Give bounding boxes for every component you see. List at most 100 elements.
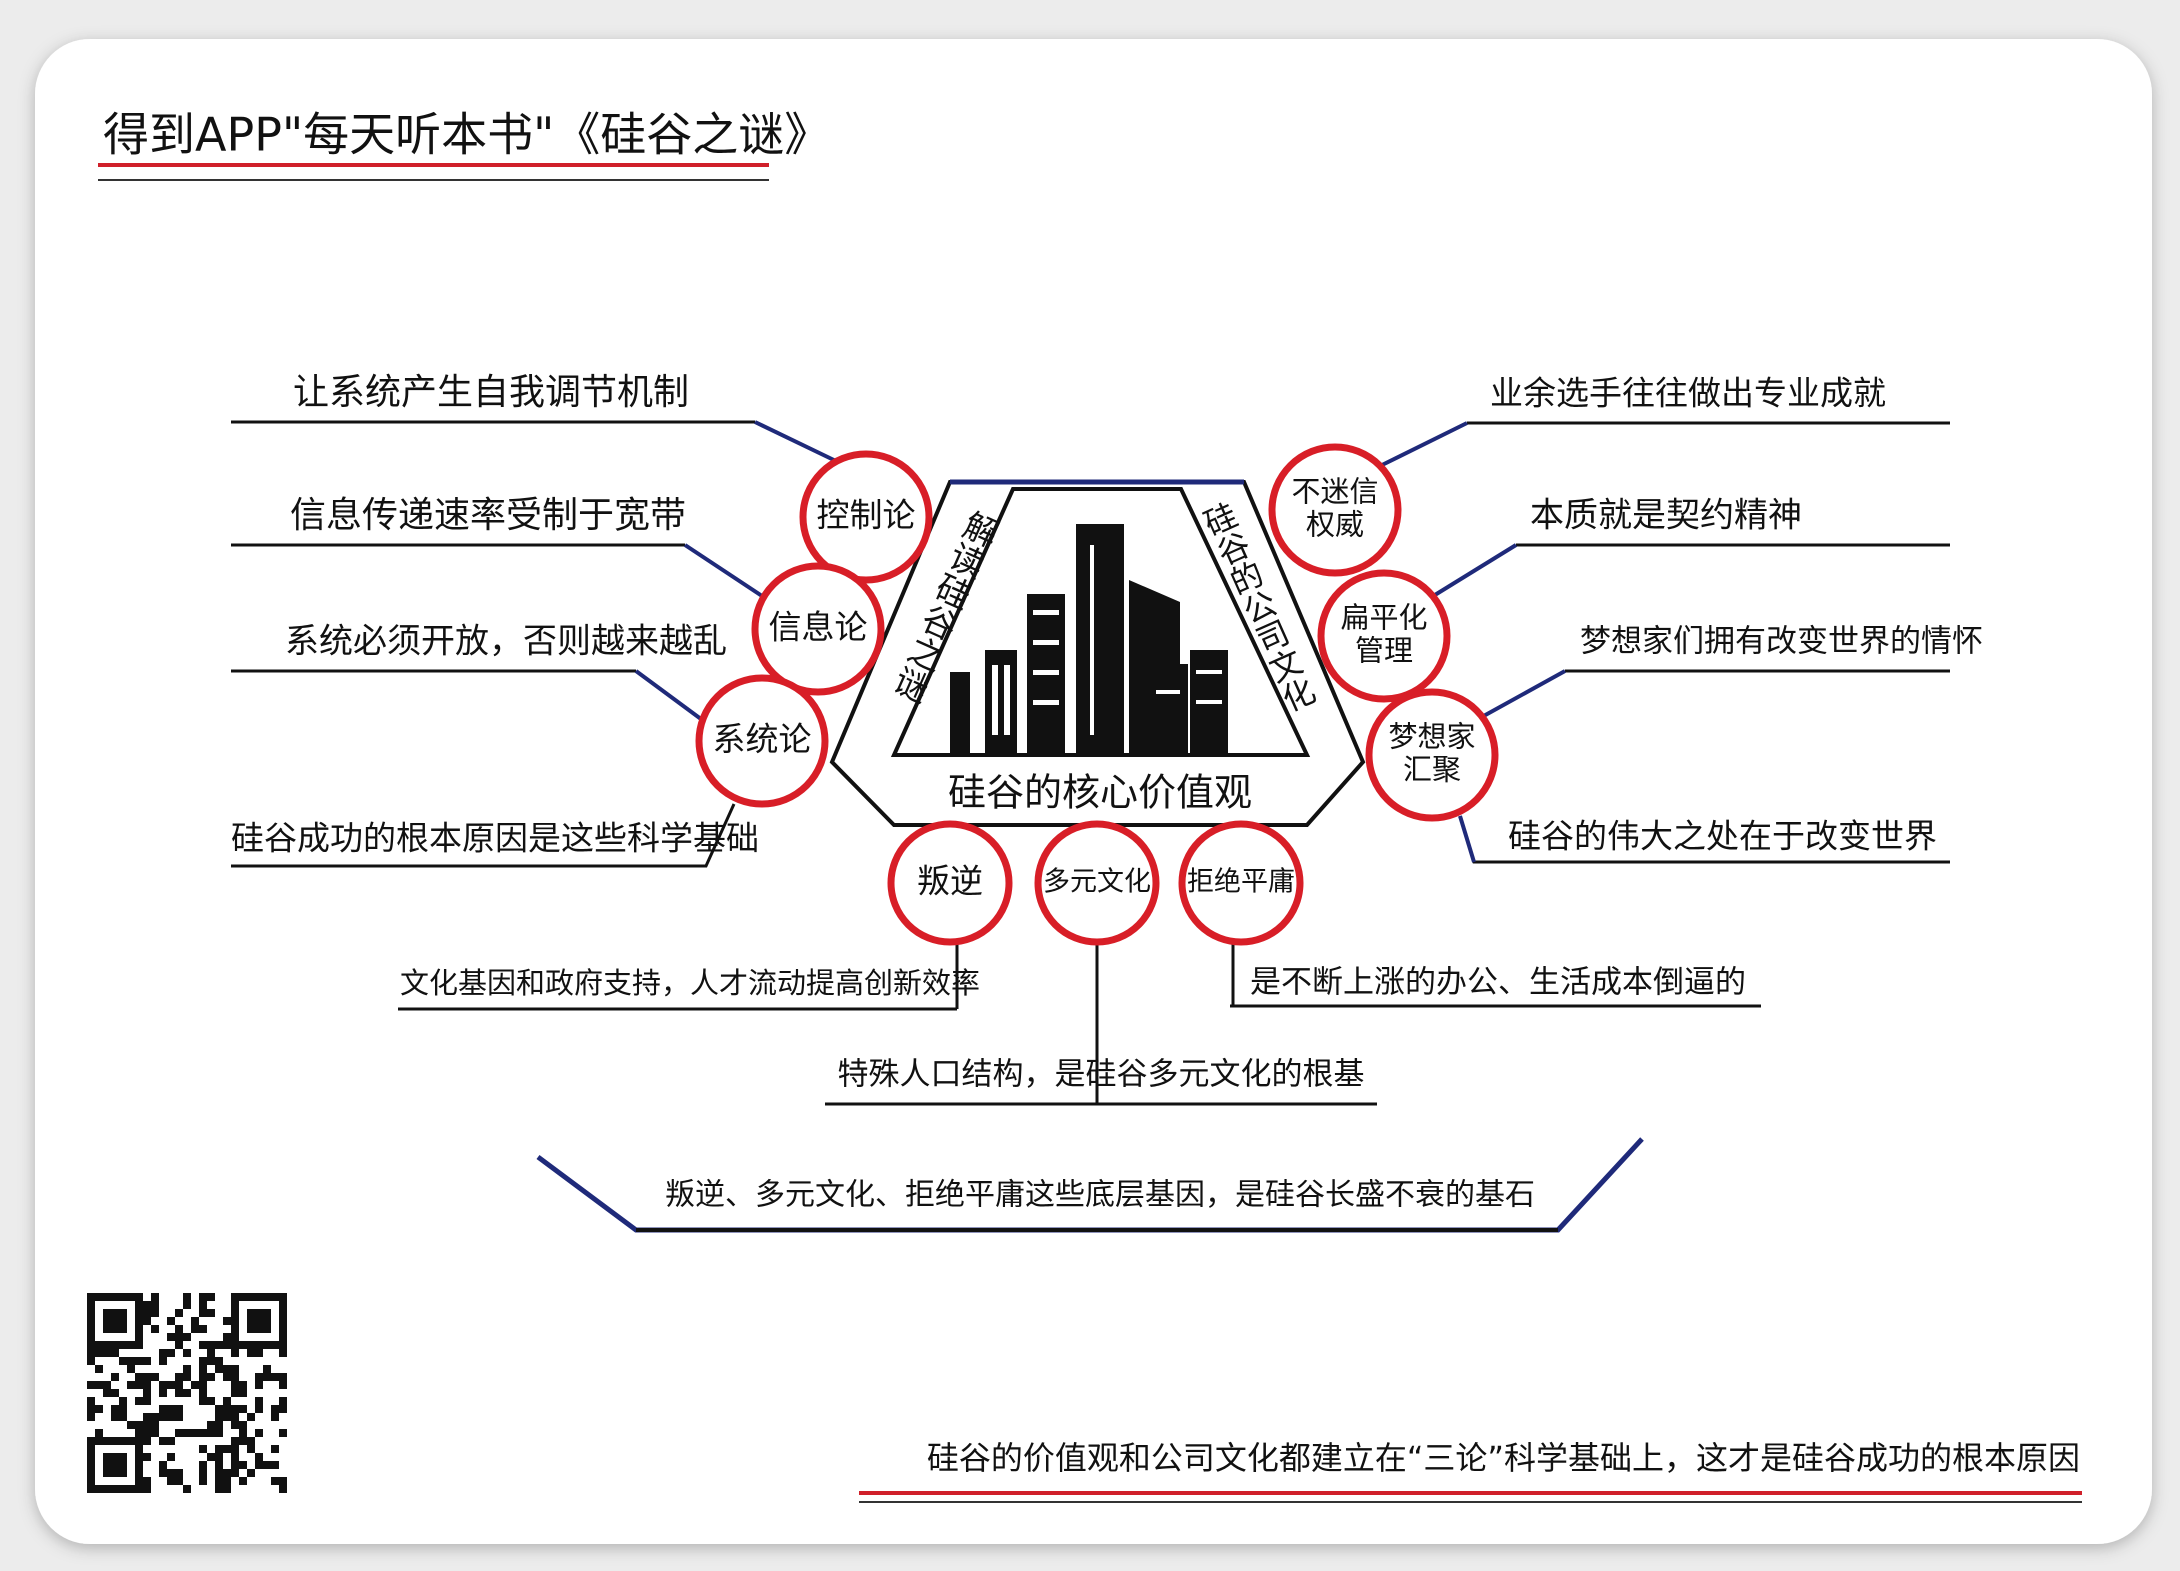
qr-module <box>119 1357 127 1365</box>
branch-note: 文化基因和政府支持，人才流动提高创新效率 <box>400 966 980 1000</box>
qr-module <box>231 1365 239 1373</box>
qr-module <box>207 1397 215 1405</box>
window <box>1033 610 1059 615</box>
qr-module <box>247 1317 255 1325</box>
qr-module <box>111 1317 119 1325</box>
qr-module <box>111 1349 119 1357</box>
qr-module <box>135 1397 143 1405</box>
qr-module <box>143 1373 151 1381</box>
qr-module <box>127 1357 135 1365</box>
building <box>1150 664 1188 755</box>
qr-module <box>119 1397 127 1405</box>
qr-module <box>231 1373 239 1381</box>
window <box>1033 670 1059 675</box>
qr-module <box>175 1381 183 1389</box>
qr-module <box>199 1461 207 1469</box>
qr-module <box>119 1485 127 1493</box>
qr-module <box>271 1445 279 1453</box>
topic-label: 扁平化 <box>1340 601 1427 635</box>
qr-module <box>183 1389 191 1397</box>
qr-module <box>143 1429 151 1437</box>
qr-module <box>279 1373 287 1381</box>
qr-module <box>87 1381 95 1389</box>
qr-module <box>175 1333 183 1341</box>
qr-module <box>95 1381 103 1389</box>
qr-module <box>135 1421 143 1429</box>
qr-module <box>271 1341 279 1349</box>
qr-module <box>127 1485 135 1493</box>
qr-module <box>223 1365 231 1373</box>
qr-module <box>103 1453 111 1461</box>
window <box>1196 670 1222 674</box>
connector <box>634 669 707 724</box>
topic-circle <box>1178 820 1304 946</box>
qr-module <box>167 1413 175 1421</box>
branch-note: 是不断上涨的办公、生活成本倒逼的 <box>1250 965 1746 1001</box>
qr-module <box>199 1341 207 1349</box>
qr-module <box>231 1349 239 1357</box>
qr-module <box>119 1469 127 1477</box>
qr-module <box>263 1293 271 1301</box>
qr-module <box>199 1357 207 1365</box>
qr-module <box>191 1429 199 1437</box>
qr-module <box>279 1341 287 1349</box>
qr-module <box>119 1461 127 1469</box>
topic-label: 多元文化 <box>1043 867 1151 898</box>
qr-module <box>175 1469 183 1477</box>
window <box>1033 700 1059 705</box>
qr-module <box>207 1309 215 1317</box>
qr-module <box>159 1437 167 1445</box>
branch-note: 业余选手往往做出专业成就 <box>1490 374 1886 413</box>
qr-module <box>103 1389 111 1397</box>
qr-module <box>159 1413 167 1421</box>
qr-module <box>135 1381 143 1389</box>
qr-module <box>103 1381 111 1389</box>
qr-module <box>159 1469 167 1477</box>
qr-module <box>183 1333 191 1341</box>
qr-module <box>119 1413 127 1421</box>
topic-label: 信息论 <box>769 608 868 647</box>
qr-module <box>135 1357 143 1365</box>
qr-module <box>87 1301 95 1309</box>
qr-module <box>143 1317 151 1325</box>
qr-module <box>223 1333 231 1341</box>
qr-module <box>111 1437 119 1445</box>
qr-module <box>223 1317 231 1325</box>
qr-module <box>111 1461 119 1469</box>
window <box>1090 545 1094 735</box>
qr-module <box>255 1381 263 1389</box>
qr-module <box>87 1349 95 1357</box>
qr-module <box>231 1405 239 1413</box>
branch-note: 梦想家们拥有改变世界的情怀 <box>1580 624 1983 660</box>
qr-module <box>87 1333 95 1341</box>
qr-module <box>191 1317 199 1325</box>
qr-module <box>175 1325 183 1333</box>
qr-module <box>207 1373 215 1381</box>
qr-module <box>159 1349 167 1357</box>
qr-module <box>215 1477 223 1485</box>
qr-module <box>279 1397 287 1405</box>
qr-module <box>87 1469 95 1477</box>
qr-module <box>95 1485 103 1493</box>
qr-module <box>239 1381 247 1389</box>
qr-module <box>135 1309 143 1317</box>
topic-circle <box>1034 820 1160 946</box>
qr-module <box>223 1477 231 1485</box>
qr-module <box>103 1485 111 1493</box>
connector <box>231 803 736 868</box>
qr-module <box>103 1293 111 1301</box>
qr-module <box>255 1373 263 1381</box>
qr-module <box>207 1349 215 1357</box>
qr-module <box>87 1413 95 1421</box>
branch-note: 特殊人口结构，是硅谷多元文化的根基 <box>838 1057 1365 1093</box>
qr-module <box>103 1309 111 1317</box>
qr-module <box>103 1349 111 1357</box>
qr-module <box>263 1317 271 1325</box>
qr-module <box>207 1341 215 1349</box>
qr-module <box>87 1445 95 1453</box>
qr-module <box>119 1453 127 1461</box>
topic-circle <box>1268 443 1402 577</box>
topic-label: 管理 <box>1355 634 1413 668</box>
qr-module <box>111 1469 119 1477</box>
qr-module <box>215 1413 223 1421</box>
